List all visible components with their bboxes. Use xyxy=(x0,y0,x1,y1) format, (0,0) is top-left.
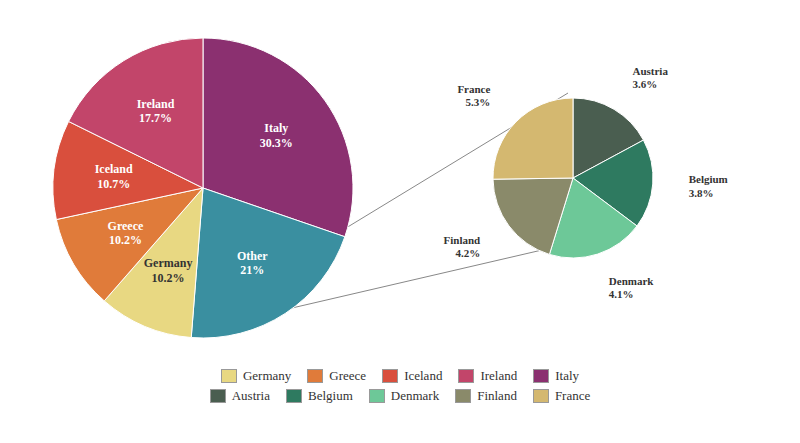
svg-text:Other21%: Other21% xyxy=(237,249,268,277)
html-text:France: France xyxy=(554,388,591,403)
svg-text:Denmark4.1%: Denmark4.1% xyxy=(609,275,654,300)
html-text:Ireland: Ireland xyxy=(480,368,518,383)
html-text:Greece: Greece xyxy=(329,368,367,383)
html-text:Iceland: Iceland xyxy=(404,368,443,383)
html-text:Germany: Germany xyxy=(243,368,292,383)
svg-text:Ireland17.7%: Ireland17.7% xyxy=(137,97,175,125)
html-text:Belgium: Belgium xyxy=(308,388,353,403)
svg-text:Iceland10.7%: Iceland10.7% xyxy=(95,162,133,190)
html-text:Italy: Italy xyxy=(555,368,579,383)
html-text:Finland: Finland xyxy=(477,388,517,403)
svg-text:Finland4.2%: Finland4.2% xyxy=(443,234,480,259)
svg-text:Greece10.2%: Greece10.2% xyxy=(108,219,144,247)
html-text:Austria: Austria xyxy=(231,388,270,403)
svg-text:Italy30.3%: Italy30.3% xyxy=(260,121,293,149)
svg-text:Germany10.2%: Germany10.2% xyxy=(144,256,193,284)
svg-text:Austria3.6%: Austria3.6% xyxy=(632,65,668,90)
html-text:Denmark: Denmark xyxy=(390,388,440,403)
svg-text:Belgium3.8%: Belgium3.8% xyxy=(689,173,728,198)
svg-text:France5.3%: France5.3% xyxy=(457,83,490,108)
